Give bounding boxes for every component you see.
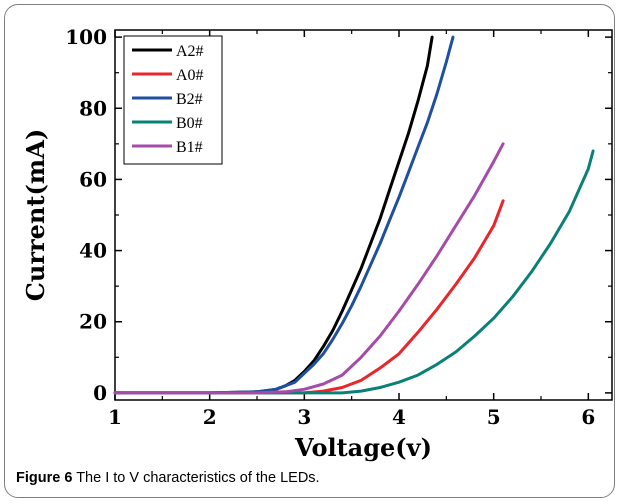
x-tick-label: 3 bbox=[297, 405, 311, 429]
legend-entry-label: B1# bbox=[176, 139, 203, 156]
caption-label: Figure 6 bbox=[16, 470, 73, 486]
figure-caption: Figure 6 The I to V characteristics of t… bbox=[16, 470, 320, 486]
y-axis-ticks: 0 20 40 60 80 100 bbox=[65, 25, 612, 405]
figure-frame bbox=[4, 4, 615, 498]
y-tick-label: 80 bbox=[79, 96, 107, 120]
y-axis-title: Current(mA) bbox=[21, 129, 50, 301]
caption-text: The I to V characteristics of the LEDs. bbox=[76, 470, 320, 486]
series-line-3 bbox=[113, 149, 595, 395]
legend: A2# A0# B2# B0# B1# bbox=[123, 35, 223, 165]
y-tick-label: 100 bbox=[65, 25, 107, 49]
x-axis-ticks: 1 2 3 4 5 6 bbox=[108, 30, 595, 429]
x-tick-label: 4 bbox=[392, 405, 406, 429]
y-tick-label: 40 bbox=[79, 239, 107, 263]
legend-entry-label: A2# bbox=[176, 43, 204, 60]
series-line-2 bbox=[113, 35, 455, 395]
series-line-4 bbox=[113, 142, 505, 395]
iv-chart: 0 20 40 60 80 100 1 2 3 4 5 6 Voltage(v) Current(m… bbox=[21, 25, 613, 462]
x-tick-label: 6 bbox=[581, 405, 595, 429]
legend-box bbox=[123, 35, 223, 165]
y-tick-label: 0 bbox=[93, 381, 107, 405]
legend-entry-label: B0# bbox=[176, 115, 203, 132]
y-tick-label: 60 bbox=[79, 167, 107, 191]
x-tick-label: 2 bbox=[203, 405, 217, 429]
y-tick-label: 20 bbox=[79, 310, 107, 334]
x-tick-label: 1 bbox=[108, 405, 122, 429]
x-axis-title: Voltage(v) bbox=[294, 433, 432, 462]
series-curves bbox=[113, 35, 595, 395]
legend-entry-label: B2# bbox=[176, 91, 203, 108]
series-line-1 bbox=[113, 199, 505, 395]
x-tick-label: 5 bbox=[487, 405, 501, 429]
legend-entry-label: A0# bbox=[176, 67, 204, 84]
